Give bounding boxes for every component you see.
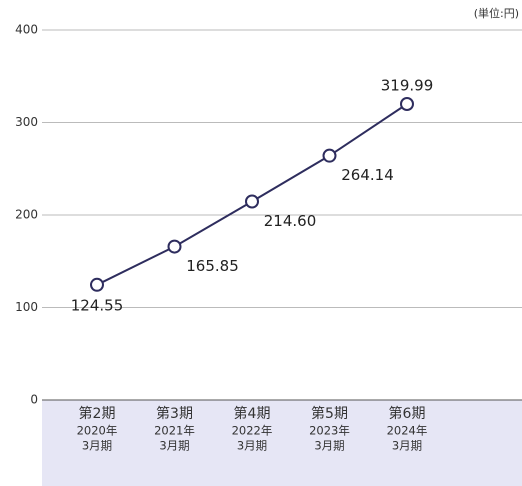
y-tick-label: 300 — [15, 115, 38, 129]
line — [96, 103, 408, 286]
marker — [322, 148, 337, 163]
marker — [245, 194, 259, 209]
value-label: 319.99 — [381, 77, 434, 95]
marker — [400, 97, 414, 112]
category-band — [42, 400, 522, 486]
x-tick-label: 2024年 — [387, 424, 428, 438]
x-tick-label: 3月期 — [392, 439, 422, 453]
value-label: 165.85 — [186, 257, 239, 275]
y-tick-label: 400 — [15, 23, 38, 37]
value-label: 124.55 — [71, 296, 124, 314]
unit-label: (単位:円) — [474, 6, 519, 20]
x-tick-label: 3月期 — [159, 439, 189, 453]
x-tick-label: 2021年 — [154, 424, 195, 438]
x-tick-label: 3月期 — [314, 439, 344, 453]
y-tick-label: 200 — [15, 208, 38, 222]
x-tick-label: 3月期 — [237, 439, 267, 453]
x-tick-label: 2022年 — [232, 424, 273, 438]
x-tick-label: 第2期 — [79, 405, 116, 422]
marker — [167, 239, 182, 254]
x-tick-label: 第3期 — [156, 405, 193, 422]
x-tick-label: 第6期 — [389, 405, 426, 422]
x-tick-label: 2020年 — [77, 424, 118, 438]
x-tick-label: 第5期 — [311, 405, 348, 422]
x-tick-label: 3月期 — [82, 439, 112, 453]
value-label: 264.14 — [341, 166, 394, 184]
x-tick-label: 2023年 — [309, 424, 350, 438]
marker — [90, 277, 104, 292]
x-tick-label: 第4期 — [234, 405, 271, 422]
y-tick-label: 0 — [30, 393, 38, 407]
y-tick-label: 100 — [15, 300, 38, 314]
value-label: 214.60 — [264, 212, 317, 230]
